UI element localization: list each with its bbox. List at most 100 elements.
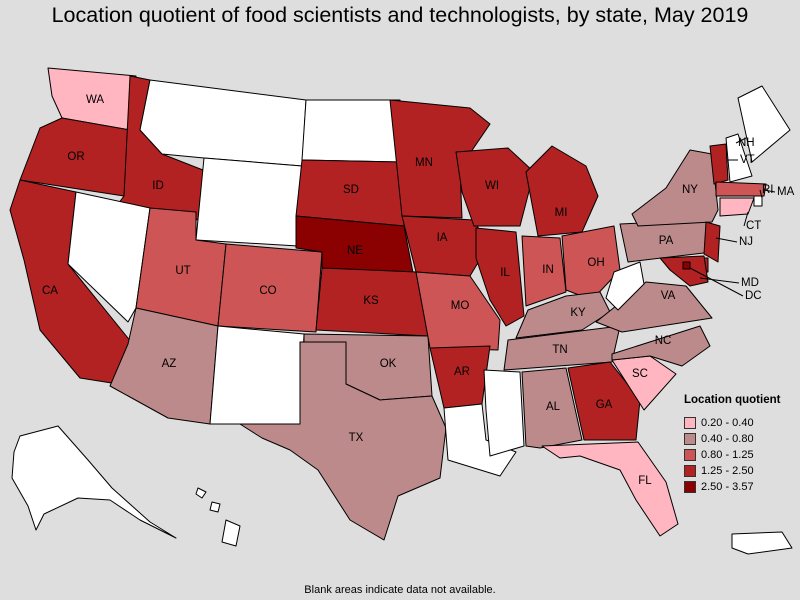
- state-fl: [541, 441, 679, 537]
- state-label-ut: UT: [175, 265, 190, 277]
- state-label-nc: NC: [655, 335, 672, 347]
- state-wi: [455, 147, 535, 227]
- legend-label: 2.50 - 3.57: [701, 481, 754, 493]
- legend-swatch-1: [684, 433, 696, 445]
- state-label-md: MD: [741, 277, 759, 289]
- state-label-or: OR: [67, 151, 84, 163]
- legend-item: 1.25 - 2.50: [684, 463, 794, 479]
- states-layer: [9, 67, 793, 555]
- state-label-mi: MI: [555, 207, 568, 219]
- footnote: Blank areas indicate data not available.: [304, 584, 496, 596]
- state-label-ca: CA: [42, 285, 58, 297]
- legend: Location quotient 0.20 - 0.40 0.40 - 0.8…: [684, 394, 794, 495]
- state-label-ga: GA: [596, 399, 613, 411]
- state-nj: [703, 221, 721, 263]
- state-dc: [682, 261, 691, 270]
- state-ak: [11, 425, 177, 539]
- leader-line-dc: [689, 267, 744, 297]
- state-ms: [483, 369, 525, 457]
- state-label-wi: WI: [485, 180, 499, 192]
- state-label-mo: MO: [451, 300, 470, 312]
- state-nv: [67, 191, 151, 323]
- state-label-tn: TN: [552, 344, 567, 356]
- state-ri: [753, 195, 763, 207]
- legend-item: 0.40 - 0.80: [684, 431, 794, 447]
- state-il: [475, 227, 525, 327]
- legend-swatch-0: [684, 417, 696, 429]
- legend-label: 0.40 - 0.80: [701, 433, 754, 445]
- leader-line-ct: [743, 211, 749, 227]
- state-in: [521, 235, 567, 307]
- state-label-ri: RI: [762, 184, 774, 196]
- state-label-dc: DC: [745, 290, 762, 302]
- state-me: [737, 85, 791, 163]
- state-vt: [709, 143, 729, 185]
- state-label-ky: KY: [570, 307, 586, 319]
- leader-line-nh: [735, 137, 747, 144]
- state-pr: [731, 531, 793, 555]
- state-mi: [525, 145, 599, 237]
- legend-title: Location quotient: [684, 394, 781, 406]
- state-al: [521, 367, 583, 449]
- legend-swatch-2: [684, 449, 696, 461]
- state-mt: [139, 79, 307, 167]
- state-label-fl: FL: [638, 475, 652, 487]
- state-label-sd: SD: [343, 184, 359, 196]
- state-label-ny: NY: [682, 184, 698, 196]
- state-label-ia: IA: [437, 232, 448, 244]
- state-ga: [567, 361, 641, 441]
- legend-swatch-4: [684, 481, 696, 493]
- leader-line-ri: [759, 189, 763, 199]
- state-label-il: IL: [500, 267, 510, 279]
- state-label-ct: CT: [746, 220, 761, 232]
- state-label-ar: AR: [454, 366, 470, 378]
- state-or: [19, 117, 131, 197]
- state-label-nh: NH: [738, 137, 755, 149]
- state-md: [659, 255, 709, 287]
- state-label-oh: OH: [587, 257, 604, 269]
- state-co: [217, 243, 323, 333]
- state-label-id: ID: [152, 180, 164, 192]
- state-la: [443, 403, 517, 477]
- state-nh: [725, 133, 753, 183]
- state-label-in: IN: [542, 264, 554, 276]
- state-ct: [719, 197, 755, 217]
- state-label-ne: NE: [347, 245, 363, 257]
- state-label-wa: WA: [86, 94, 104, 106]
- state-label-co: CO: [259, 285, 276, 297]
- state-label-mn: MN: [415, 157, 433, 169]
- labels-layer: WA OR CA ID UT AZ CO SD NE KS OK TX MN IA MO AR WI IL MI IN…: [42, 94, 795, 487]
- legend-label: 1.25 - 2.50: [701, 465, 754, 477]
- state-label-az: AZ: [162, 358, 177, 370]
- state-label-al: AL: [546, 401, 561, 413]
- state-nm: [209, 325, 305, 425]
- legend-swatch-3: [684, 465, 696, 477]
- state-label-vt: VT: [740, 154, 755, 166]
- state-label-sc: SC: [632, 368, 648, 380]
- leader-line-md: [699, 277, 740, 284]
- leader-line-ma: [763, 189, 776, 193]
- leader-line-nj: [715, 237, 738, 243]
- state-label-ok: OK: [380, 358, 397, 370]
- legend-label: 0.20 - 0.40: [701, 417, 754, 429]
- state-label-ma: MA: [777, 186, 795, 198]
- state-label-va: VA: [661, 290, 676, 302]
- state-label-ks: KS: [363, 295, 379, 307]
- map-title: Location quotient of food scientists and…: [51, 3, 749, 27]
- legend-item: 0.80 - 1.25: [684, 447, 794, 463]
- state-label-nj: NJ: [739, 236, 753, 248]
- state-nc: [611, 325, 711, 367]
- state-ny: [631, 149, 719, 227]
- legend-label: 0.80 - 1.25: [701, 449, 754, 461]
- state-oh: [561, 225, 621, 301]
- legend-item: 0.20 - 0.40: [684, 415, 794, 431]
- legend-item: 2.50 - 3.57: [684, 479, 794, 495]
- state-tn: [503, 325, 621, 371]
- state-nd: [301, 99, 403, 163]
- state-ma: [715, 181, 767, 197]
- state-mo: [415, 271, 501, 351]
- state-label-pa: PA: [659, 235, 674, 247]
- state-tx: [239, 341, 447, 541]
- state-label-tx: TX: [349, 432, 364, 444]
